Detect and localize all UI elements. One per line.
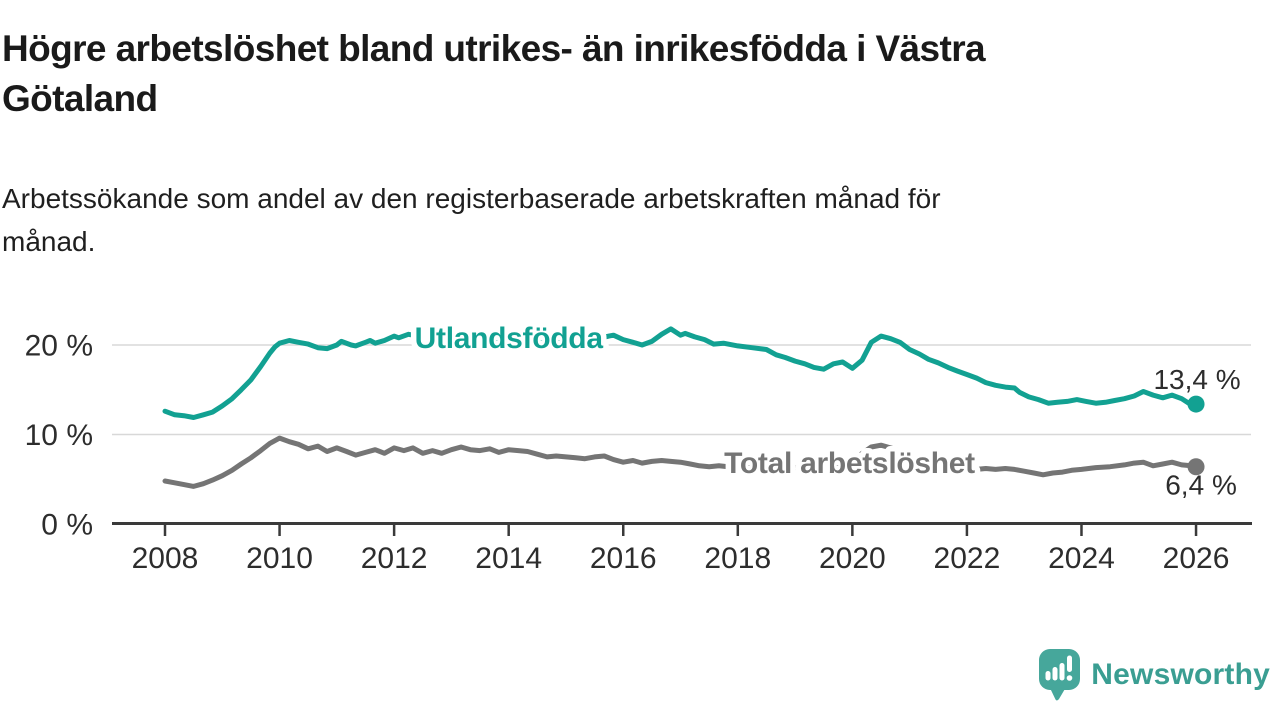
series-label-utlandsf-dda: Utlandsfödda (415, 322, 604, 355)
series-line-utlandsf-dda (162, 326, 1199, 420)
series-label-halo-total-arbetsl-shet: Total arbetslöshet (724, 447, 975, 480)
end-value-label-total-arbetsl-shet: 6,4 % (1165, 470, 1237, 501)
x-axis-label-2026: 2026 (1163, 542, 1230, 575)
end-dot-utlandsf-dda (1187, 395, 1205, 413)
x-axis-label-2016: 2016 (590, 542, 657, 575)
chart-subtitle: Arbetssökande som andel av den registerb… (2, 183, 941, 257)
y-axis-label-0: 0 % (41, 509, 93, 542)
newsworthy-logo: Newsworthy (1038, 648, 1270, 702)
series-line-total-arbetsl-shet (162, 435, 1199, 489)
x-axis-label-2024: 2024 (1048, 542, 1115, 575)
x-axis-label-2020: 2020 (819, 542, 886, 575)
end-value-label-utlandsf-dda: 13,4 % (1153, 364, 1240, 395)
chart-title: Högre arbetslöshet bland utrikes- än inr… (2, 28, 986, 119)
x-axis-label-2010: 2010 (246, 542, 313, 575)
x-axis-label-2014: 2014 (475, 542, 542, 575)
y-axis-label-20: 20 % (25, 330, 93, 363)
newsworthy-logo-icon (1039, 649, 1081, 701)
series-label-total-arbetsl-shet: Total arbetslöshet (724, 447, 975, 480)
y-axis-label-10: 10 % (25, 419, 93, 452)
series-label-halo-utlandsf-dda: Utlandsfödda (415, 322, 604, 355)
newsworthy-logo-text: Newsworthy (1091, 658, 1270, 691)
x-axis-label-2018: 2018 (704, 542, 771, 575)
x-axis-label-2012: 2012 (361, 542, 428, 575)
x-axis-label-2022: 2022 (934, 542, 1001, 575)
x-axis-label-2008: 2008 (132, 542, 199, 575)
end-dot-total-arbetsl-shet (1187, 458, 1205, 476)
